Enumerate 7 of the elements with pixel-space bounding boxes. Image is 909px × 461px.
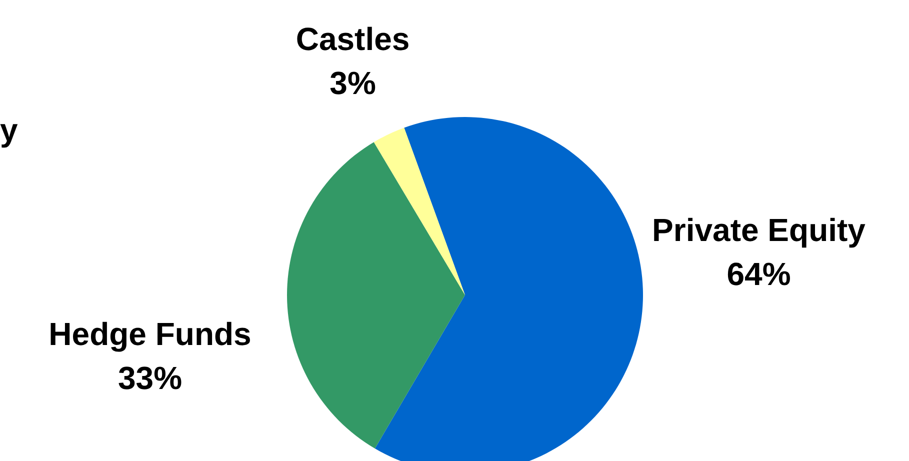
slice-label: Private Equity	[652, 212, 866, 248]
text: y	[0, 112, 18, 149]
slice-label: Castles	[296, 21, 410, 58]
data-label: 3%	[330, 65, 376, 102]
data-label: 33%	[118, 360, 182, 396]
data-label: 64%	[726, 256, 791, 292]
slice-label: Hedge Funds	[48, 316, 252, 352]
